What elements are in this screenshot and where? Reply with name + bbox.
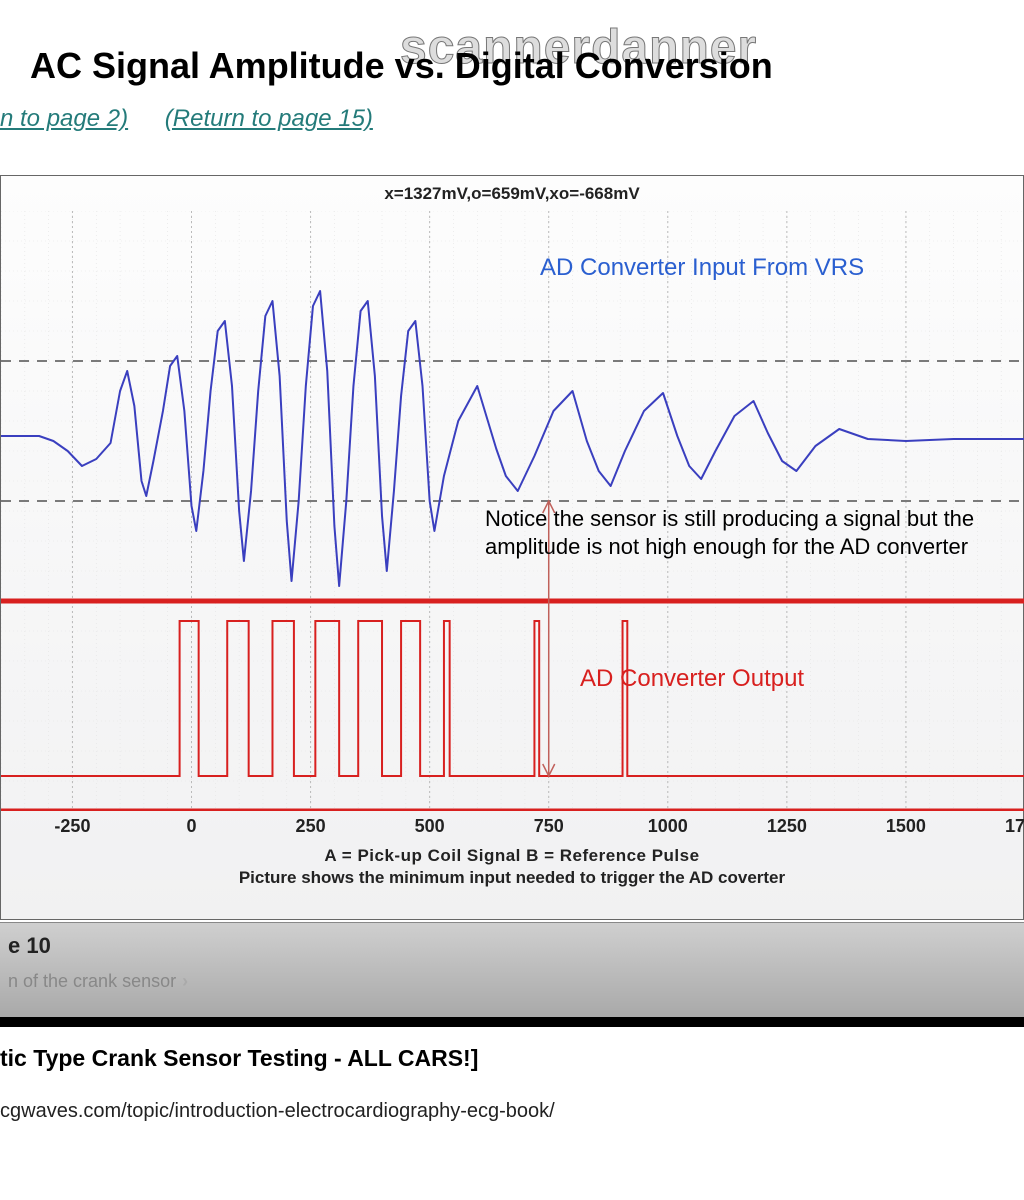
x-tick-label: 750 [534,816,564,837]
black-divider [0,1017,1024,1027]
legend-line-1: A = Pick-up Coil Signal B = Reference Pu… [1,846,1023,866]
video-time-marker: e 10 [8,933,1016,959]
page-title: AC Signal Amplitude vs. Digital Conversi… [30,45,773,87]
video-chapter: n of the crank sensor› [8,971,1016,992]
x-tick-label: 1250 [767,816,807,837]
nav-links: n to page 2) (Return to page 15) [0,105,403,133]
x-tick-label: 250 [296,816,326,837]
x-tick-label: 1500 [886,816,926,837]
x-tick-label: 500 [415,816,445,837]
x-tick-label: 0 [186,816,196,837]
x-tick-label: 1750 [1005,816,1024,837]
chevron-right-icon: › [182,971,188,991]
ad-output-label: AD Converter Output [580,665,804,693]
video-info-bar: e 10 n of the crank sensor› [0,922,1024,1017]
video-title: tic Type Crank Sensor Testing - ALL CARS… [0,1045,478,1072]
vrs-input-label: AD Converter Input From VRS [540,254,864,282]
x-tick-label: 1000 [648,816,688,837]
x-tick-label: -250 [54,816,90,837]
nav-link-page15[interactable]: (Return to page 15) [165,105,373,132]
legend-line-2: Picture shows the minimum input needed t… [1,868,1023,888]
annotation-note: Notice the sensor is still producing a s… [485,505,985,560]
measurement-readout: x=1327mV,o=659mV,xo=-668mV [1,184,1023,204]
reference-url: cgwaves.com/topic/introduction-electroca… [0,1100,555,1123]
nav-link-page2[interactable]: n to page 2) [0,105,128,132]
